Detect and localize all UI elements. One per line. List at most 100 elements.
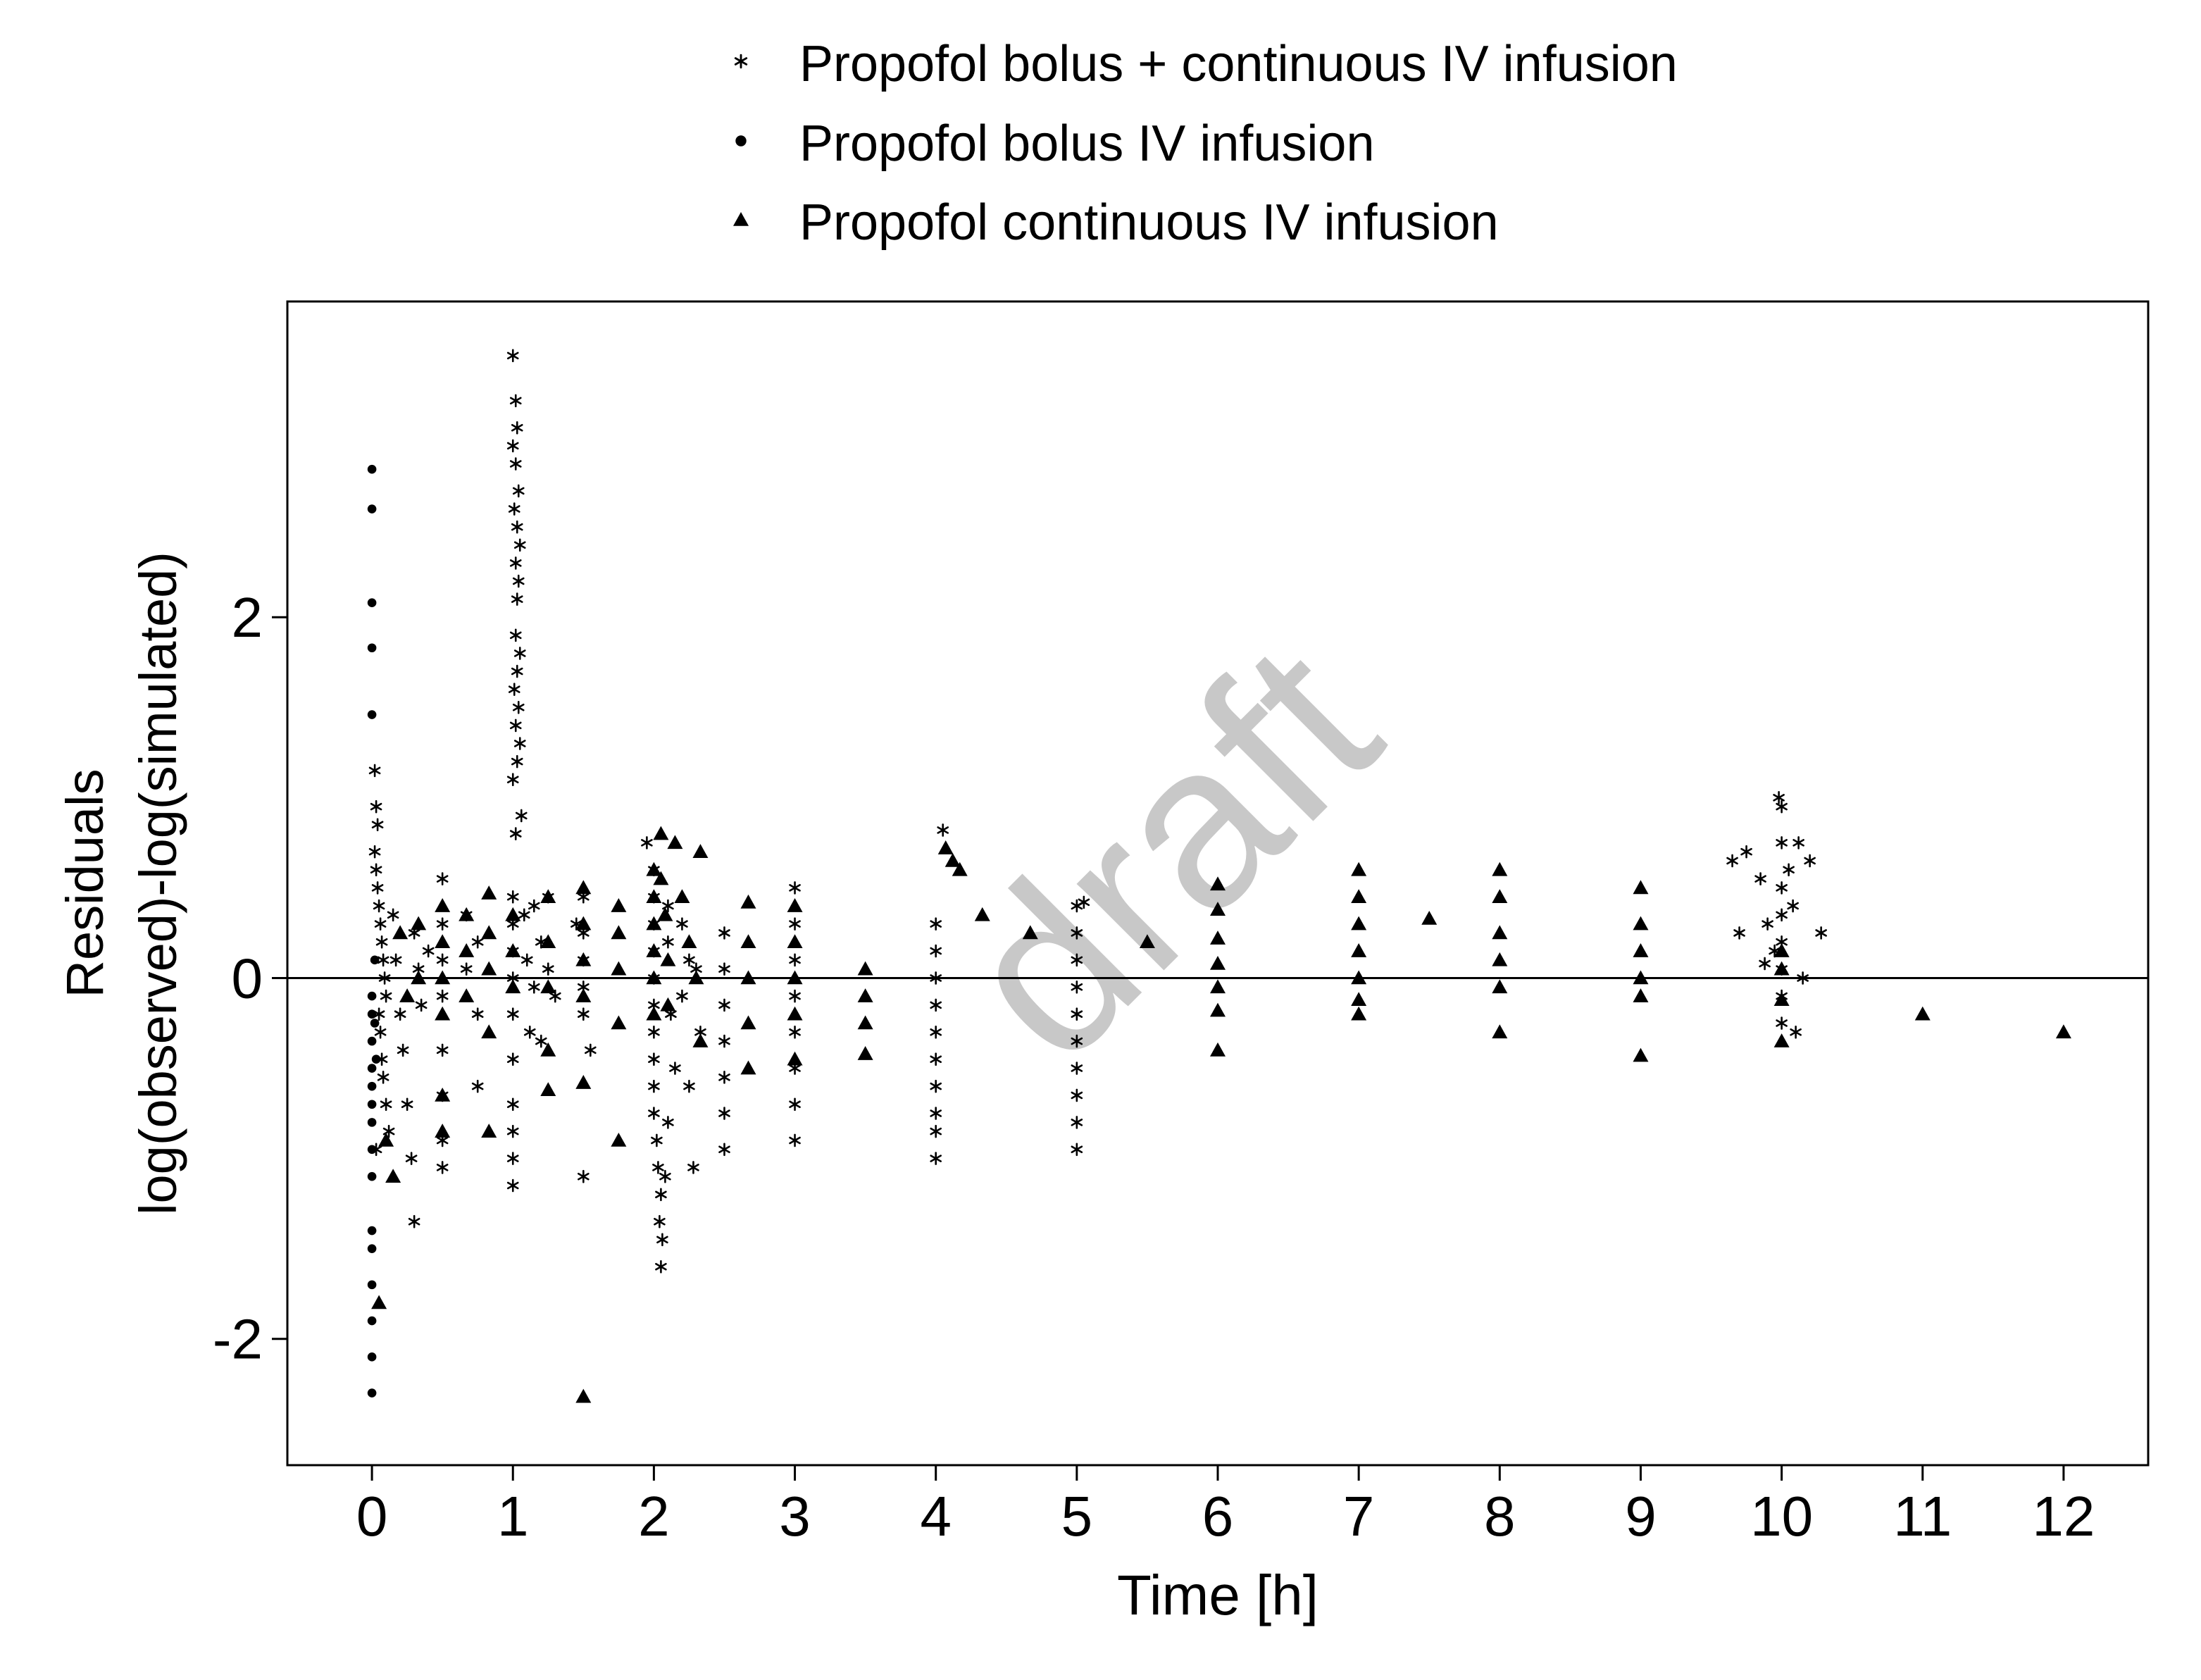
data-point-asterisk: [930, 1107, 942, 1120]
data-point-asterisk: [394, 1007, 406, 1021]
data-point-triangle: [540, 889, 556, 904]
data-point-asterisk: [789, 989, 801, 1003]
data-point-asterisk: [509, 556, 522, 570]
data-point-triangle: [540, 1042, 556, 1057]
data-point-dot: [367, 1118, 377, 1127]
data-point-asterisk: [669, 1062, 681, 1075]
data-point-triangle: [1633, 880, 1649, 895]
data-point-asterisk: [506, 1124, 519, 1138]
data-point-asterisk: [1071, 1116, 1083, 1129]
data-point-asterisk: [509, 394, 522, 408]
y-axis: -2 0 2: [213, 586, 287, 1371]
data-point-asterisk: [648, 1079, 660, 1093]
data-point-triangle: [1773, 1033, 1790, 1047]
data-point-asterisk: [377, 1071, 389, 1084]
data-point-asterisk: [930, 1026, 942, 1039]
data-point-asterisk: [930, 1152, 942, 1165]
data-point-asterisk: [1726, 854, 1738, 868]
data-point-dot: [367, 1064, 377, 1073]
data-point-triangle: [1351, 861, 1367, 876]
data-point-asterisk: [789, 953, 801, 967]
x-tick-label: 4: [920, 1485, 952, 1548]
data-point-triangle: [575, 880, 592, 895]
data-point-asterisk: [1733, 926, 1745, 940]
data-point-dot: [367, 504, 377, 514]
data-point-asterisk: [718, 1034, 730, 1048]
data-point-triangle: [787, 1051, 803, 1066]
data-point-asterisk: [789, 1133, 801, 1147]
x-tick-label: 0: [356, 1485, 388, 1548]
data-point-asterisk: [718, 1143, 730, 1157]
data-point-asterisk: [528, 980, 540, 994]
x-tick-label: 9: [1625, 1485, 1657, 1548]
data-point-triangle: [857, 988, 873, 1002]
data-point-asterisk: [436, 917, 449, 931]
data-point-asterisk: [1815, 926, 1827, 940]
data-point-asterisk: [1740, 845, 1752, 859]
data-point-asterisk: [1790, 1026, 1802, 1039]
data-point-triangle: [692, 844, 709, 858]
data-point-asterisk: [1804, 854, 1816, 868]
data-point-asterisk: [578, 1169, 590, 1183]
data-point-triangle: [575, 952, 592, 966]
x-tick-label: 5: [1061, 1485, 1093, 1548]
data-point-triangle: [371, 1295, 387, 1309]
data-point-asterisk: [368, 764, 381, 778]
data-point-asterisk: [380, 989, 392, 1003]
data-point-dot: [370, 1019, 380, 1028]
data-point-asterisk: [1754, 872, 1766, 885]
data-point-triangle: [611, 1015, 627, 1030]
data-point-asterisk: [687, 1161, 699, 1174]
data-point-asterisk: [659, 1169, 671, 1183]
data-point-asterisk: [718, 962, 730, 976]
data-point-triangle: [481, 885, 497, 900]
data-point-triangle: [1492, 861, 1508, 876]
data-point-triangle: [435, 934, 451, 949]
data-point-asterisk: [1776, 908, 1788, 922]
legend-label: Propofol bolus IV infusion: [799, 116, 1375, 172]
data-point-asterisk: [506, 773, 519, 787]
data-point-triangle: [575, 1075, 592, 1089]
data-point-triangle: [787, 898, 803, 912]
data-point-triangle: [1492, 952, 1508, 966]
data-point-asterisk: [511, 520, 523, 534]
data-point-asterisk: [436, 1161, 449, 1174]
data-point-triangle: [481, 1124, 497, 1138]
data-point-dot: [367, 1009, 377, 1019]
data-point-asterisk: [506, 1097, 519, 1112]
x-axis: 0 1 2 3 4 5 6 7 8 9 10 11 12: [356, 1465, 2095, 1548]
data-point-dot: [367, 1388, 377, 1398]
data-point-asterisk: [718, 998, 730, 1012]
data-point-dot: [367, 991, 377, 1001]
watermark-text: draft: [912, 595, 1426, 1108]
data-point-asterisk: [652, 1161, 664, 1174]
data-point-triangle: [787, 934, 803, 949]
data-point-asterisk: [937, 823, 949, 837]
data-point-asterisk: [471, 1079, 484, 1093]
data-point-asterisk: [511, 592, 523, 606]
data-point-triangle: [481, 961, 497, 976]
y-tick-label: 0: [232, 947, 263, 1009]
data-point-triangle: [1210, 1042, 1226, 1057]
data-point-triangle: [481, 925, 497, 940]
y-axis-label-line-1: Residuals: [56, 769, 114, 998]
data-point-triangle: [435, 898, 451, 912]
data-point-asterisk: [509, 628, 522, 642]
data-point-triangle: [857, 1015, 873, 1030]
data-point-triangle: [646, 861, 662, 876]
data-point-asterisk: [656, 1233, 668, 1247]
data-point-triangle: [660, 952, 676, 966]
data-point-asterisk: [508, 502, 520, 516]
data-point-asterisk: [436, 953, 449, 967]
data-point-asterisk: [648, 1052, 660, 1066]
data-point-asterisk: [648, 1107, 660, 1120]
data-point-dot: [367, 1081, 377, 1091]
data-point-asterisk: [387, 908, 399, 922]
data-point-asterisk: [662, 1116, 674, 1129]
data-point-asterisk: [655, 1188, 667, 1202]
data-point-triangle: [653, 826, 669, 840]
data-point-asterisk: [789, 917, 801, 931]
data-point-asterisk: [511, 664, 523, 678]
data-point-triangle: [681, 934, 697, 949]
y-tick-label: -2: [213, 1308, 263, 1371]
